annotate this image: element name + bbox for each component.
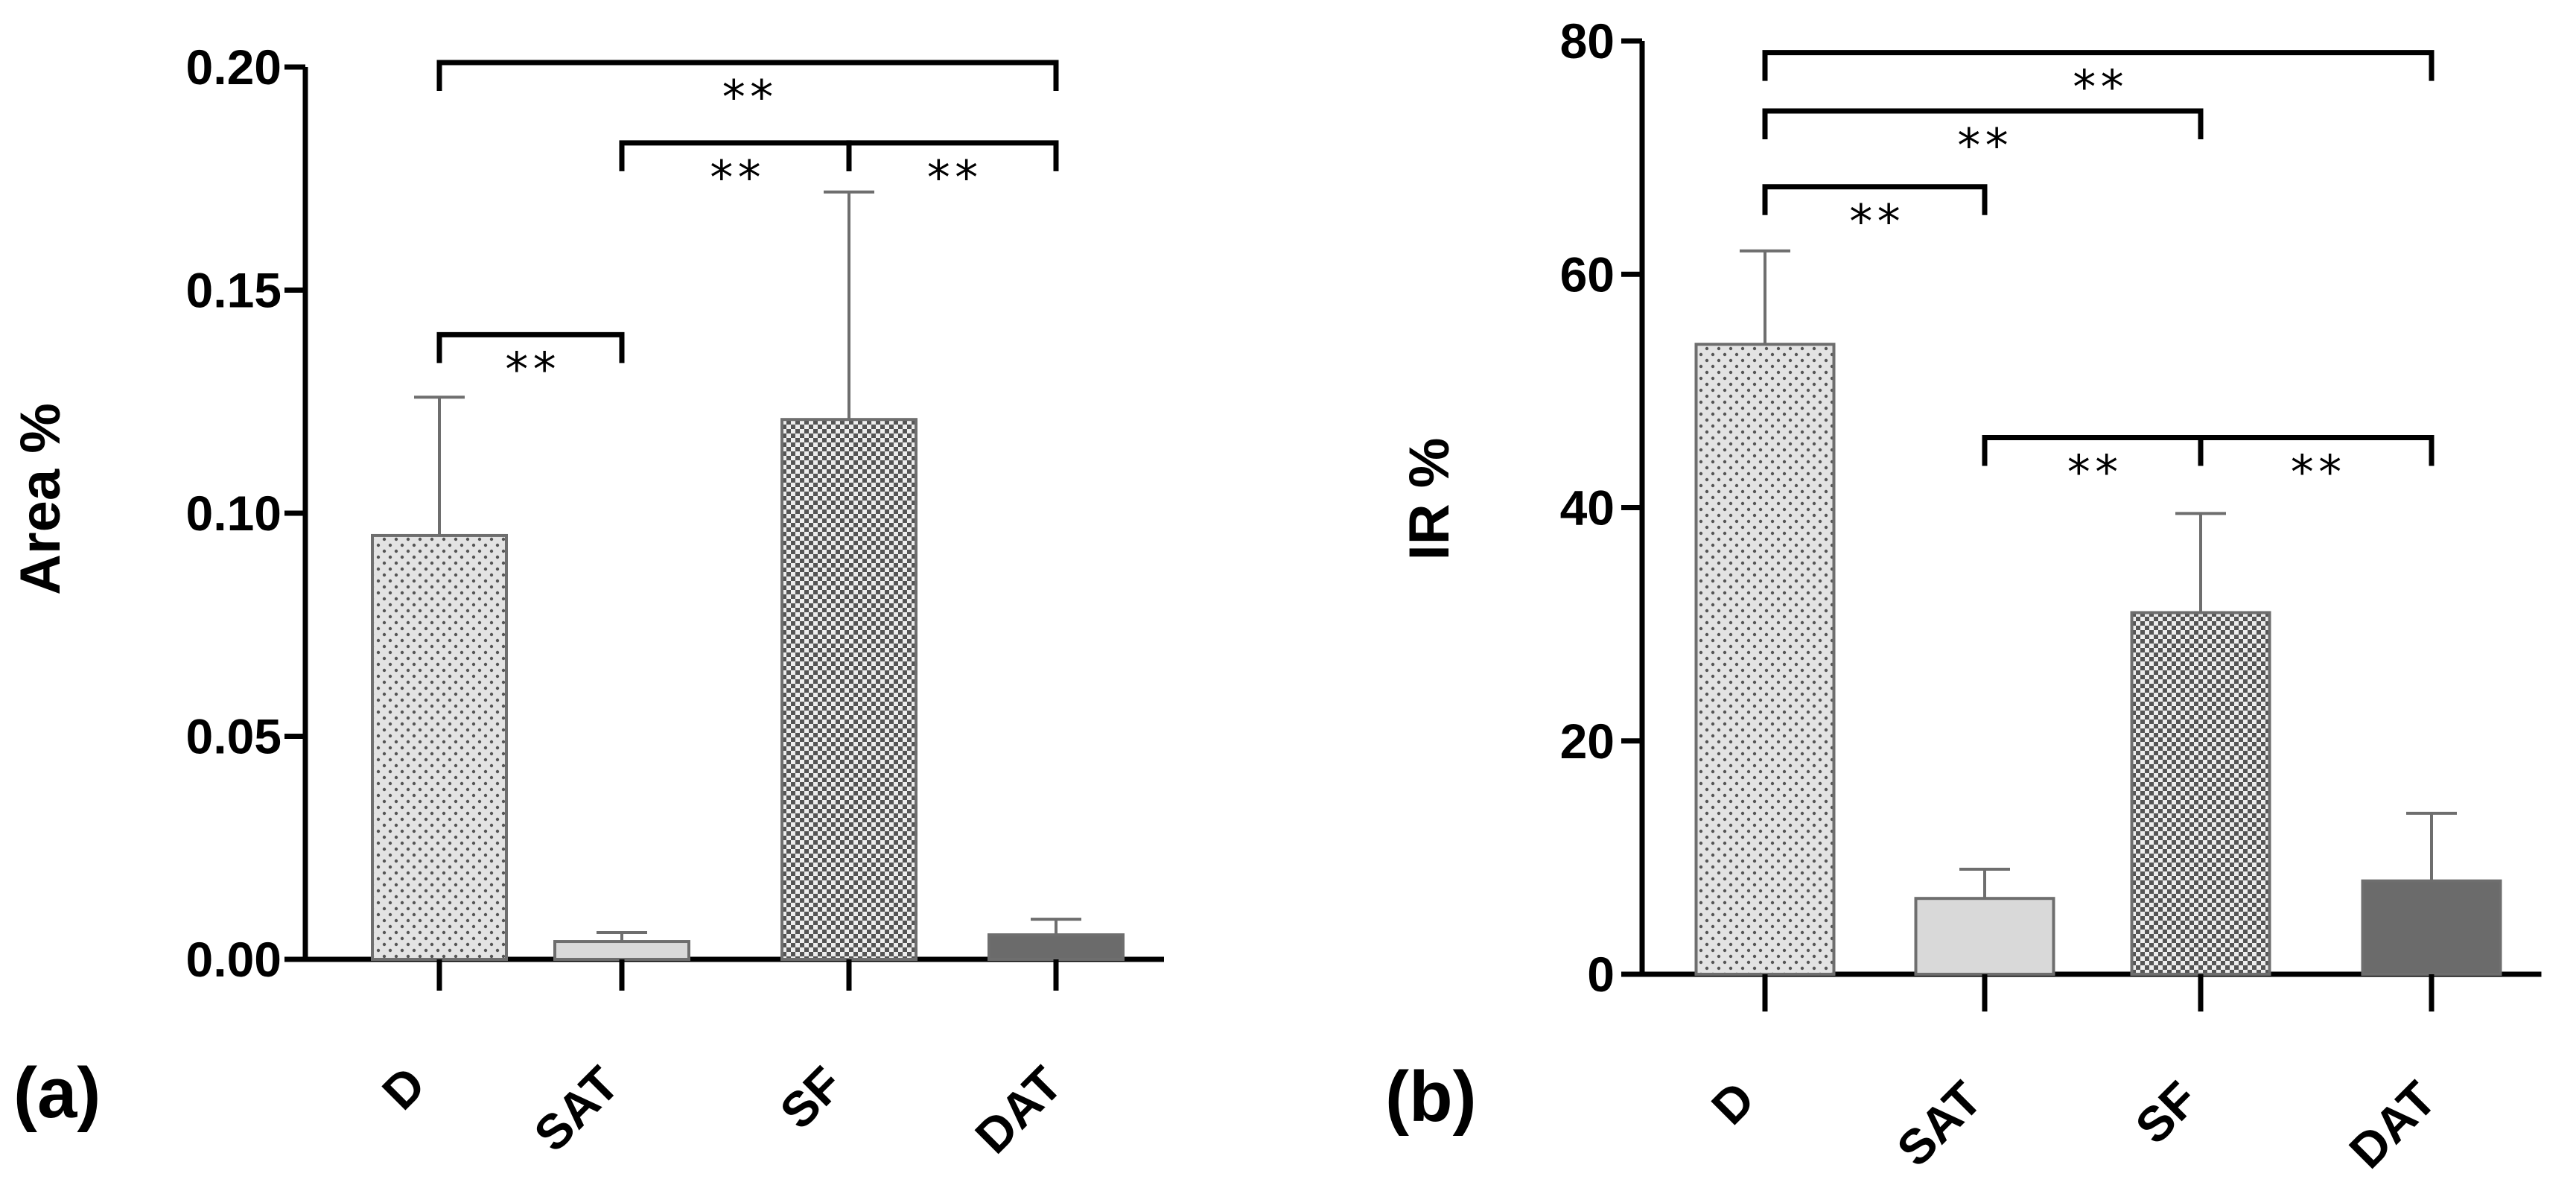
significance-bracket: [436, 331, 625, 363]
significance-bracket: [846, 140, 1059, 171]
bar-sf: [2130, 611, 2271, 976]
x-tick-label: SF: [769, 1056, 853, 1140]
bar-sat: [1914, 897, 2055, 976]
x-tick-label: SAT: [1886, 1071, 1992, 1177]
y-tick-label: 80: [1560, 13, 1615, 69]
significance-label: **: [2289, 445, 2344, 500]
y-tick-label: 0.00: [186, 932, 282, 987]
significance-label: **: [1847, 194, 1903, 249]
bar-dat: [988, 933, 1125, 962]
panel-label: (a): [13, 1053, 101, 1133]
x-tick-label: D: [1701, 1071, 1765, 1135]
x-tick-label: SAT: [524, 1056, 629, 1162]
chart-panel-1: 0 20 40 60 80 IR % (b) D SAT SF DAT ** ** ** ** **: [1385, 13, 2542, 1178]
significance-label: **: [2065, 445, 2121, 500]
y-tick-label: 20: [1560, 714, 1615, 769]
bar-sf: [780, 418, 917, 961]
significance-label: **: [503, 342, 559, 396]
y-tick-label: 0.10: [186, 486, 282, 541]
y-tick-label: 0.20: [186, 39, 282, 95]
significance-label: **: [720, 70, 776, 124]
significance-bracket: [2198, 435, 2435, 466]
bar-dat: [2361, 879, 2502, 976]
significance-bracket: [436, 60, 1059, 92]
panel-label: (b): [1385, 1057, 1477, 1137]
bar-d: [1694, 343, 1836, 976]
y-tick-label: 0: [1587, 947, 1615, 1002]
x-tick-label: DAT: [2338, 1071, 2446, 1179]
bar-sat: [553, 940, 690, 962]
significance-bracket: [1762, 50, 2435, 81]
y-tick-label: 60: [1560, 247, 1615, 302]
y-tick-label: 40: [1560, 480, 1615, 536]
significance-bracket: [1762, 184, 1988, 215]
x-tick-label: DAT: [964, 1056, 1072, 1164]
significance-label: **: [1955, 118, 2011, 173]
y-tick-label: 0.15: [186, 263, 282, 318]
bar-d: [371, 533, 508, 961]
significance-label: **: [925, 150, 981, 205]
x-tick-label: SF: [2125, 1071, 2208, 1155]
chart-panel-0: 0.00 0.05 0.10 0.15 0.20 Area % (a) D SAT SF DAT **…: [9, 39, 1164, 1163]
y-tick-label: 0.05: [186, 709, 282, 764]
x-tick-label: D: [372, 1056, 436, 1120]
significance-label: **: [707, 150, 763, 205]
significance-label: **: [2070, 60, 2126, 115]
y-axis-title: Area %: [9, 403, 72, 595]
significance-bracket: [1762, 108, 2204, 139]
y-axis-title: IR %: [1398, 438, 1461, 561]
